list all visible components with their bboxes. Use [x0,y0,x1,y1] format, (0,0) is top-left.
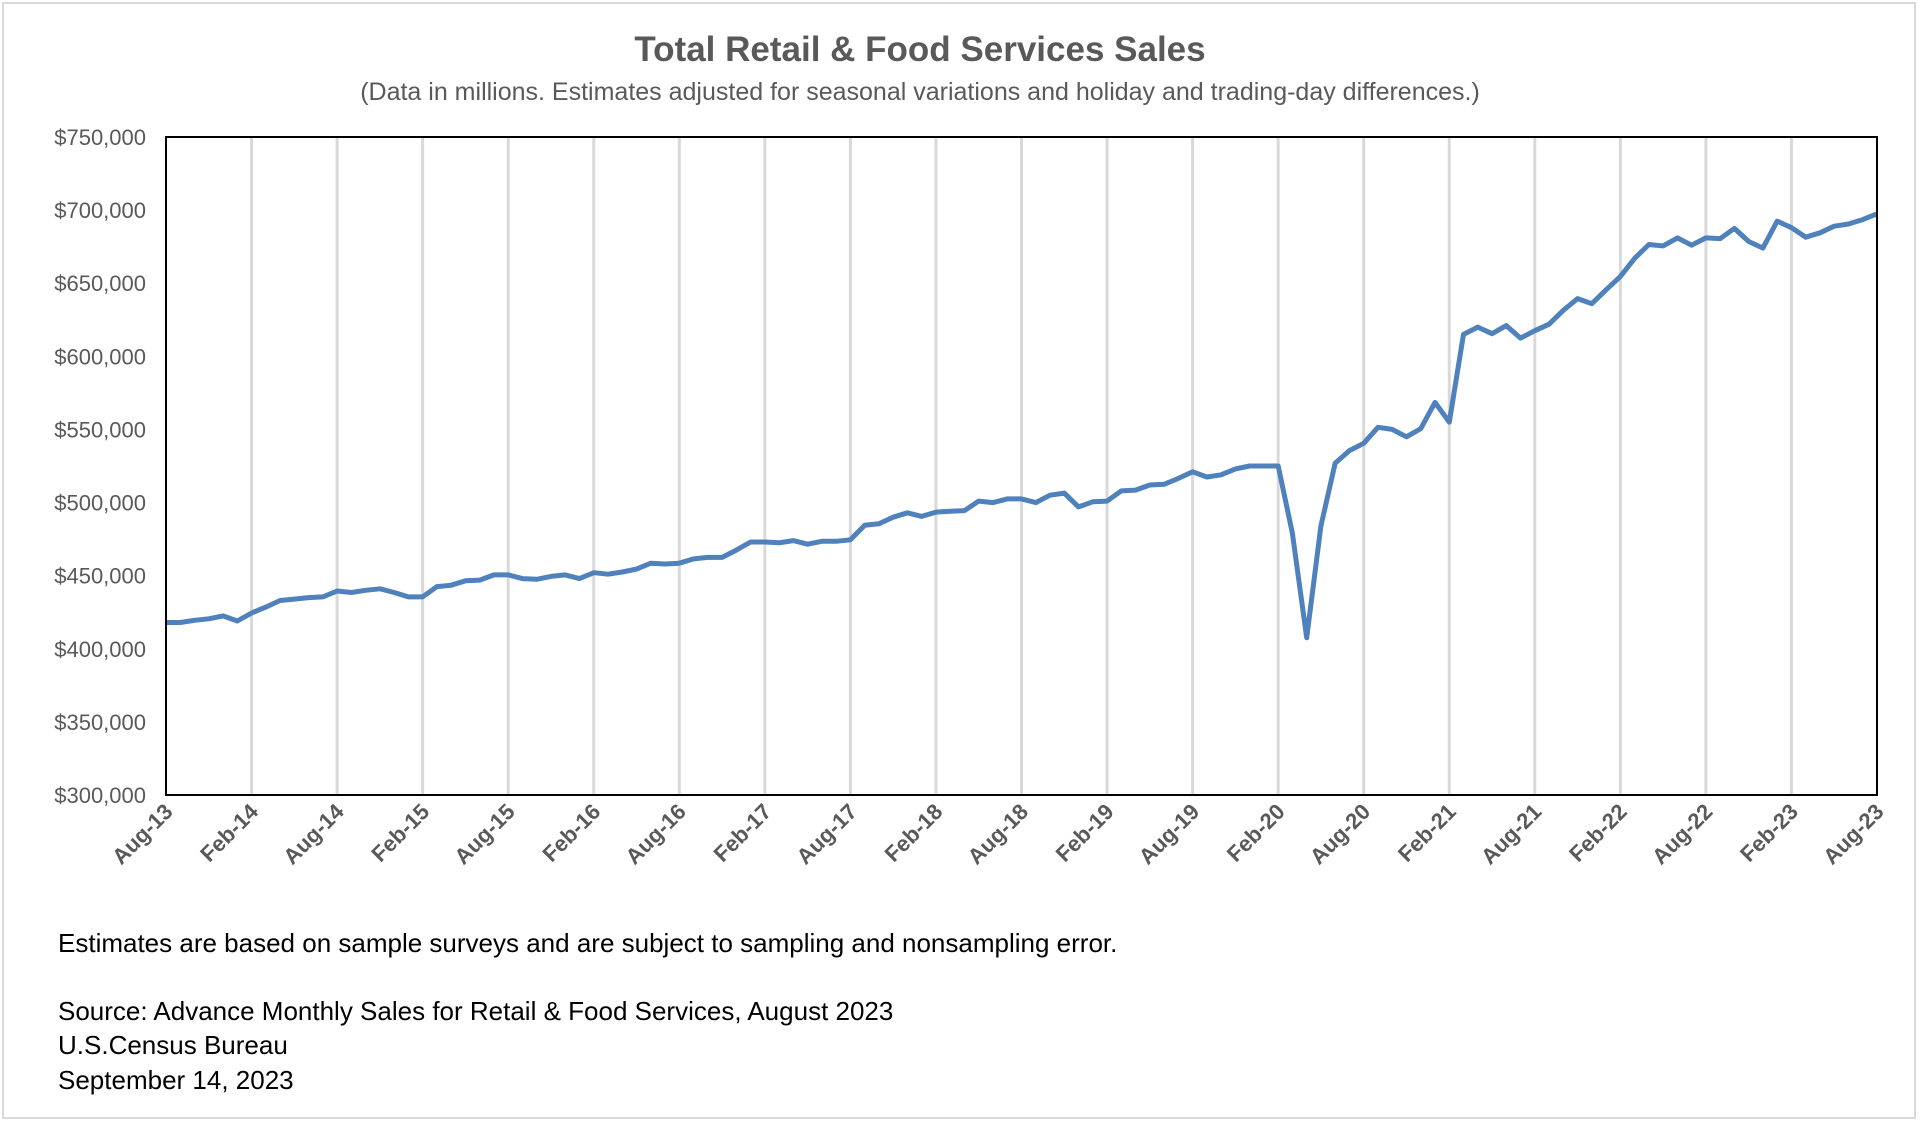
disclaimer-note: Estimates are based on sample surveys an… [58,928,1118,958]
y-tick-label: $400,000 [54,637,146,662]
y-tick-label: $500,000 [54,491,146,516]
x-tick-label: Aug-19 [1134,799,1204,869]
y-tick-label: $650,000 [54,271,146,296]
x-tick-label: Aug-21 [1476,799,1546,869]
x-tick-label: Aug-14 [278,798,349,869]
x-tick-label: Aug-23 [1818,799,1888,869]
y-tick-label: $600,000 [54,344,146,369]
x-tick-label: Aug-20 [1305,799,1375,869]
x-tick-label: Aug-15 [449,799,519,869]
x-tick-label: Feb-23 [1735,799,1803,867]
y-tick-label: $750,000 [54,125,146,150]
x-tick-label: Feb-14 [195,798,263,866]
x-tick-label: Aug-22 [1647,799,1717,869]
series-layer [166,211,1878,641]
x-tick-label: Feb-19 [1051,799,1119,867]
y-tick-label: $700,000 [54,198,146,223]
chart-title: Total Retail & Food Services Sales [634,30,1206,69]
source-note: Source: Advance Monthly Sales for Retail… [58,996,894,1026]
series-line [166,211,1878,641]
x-tick-label: Feb-18 [880,799,948,867]
x-tick-label: Feb-20 [1222,799,1290,867]
y-axis-ticks: $300,000 $350,000 $400,000 $450,000 $500,000… [54,125,146,808]
x-tick-label: Feb-17 [709,799,777,867]
x-axis-ticks: Aug-13 Feb-14 Aug-14 Feb-15 Aug-15 Feb-16 Aug-… [107,798,1888,869]
x-tick-label: Feb-21 [1393,799,1461,867]
y-tick-label: $550,000 [54,417,146,442]
x-tick-label: Aug-16 [620,799,690,869]
y-tick-label: $300,000 [54,783,146,808]
agency-note: U.S.Census Bureau [58,1030,288,1060]
x-tick-label: Aug-18 [963,799,1033,869]
y-tick-label: $350,000 [54,710,146,735]
x-tick-label: Aug-17 [792,799,862,869]
chart-subtitle: (Data in millions. Estimates adjusted fo… [360,78,1480,106]
y-tick-label: $450,000 [54,564,146,589]
x-tick-label: Aug-13 [107,799,177,869]
x-tick-label: Feb-22 [1564,799,1632,867]
plot-area-border [165,136,1878,796]
grid-lines [250,137,1793,795]
x-tick-label: Feb-15 [366,799,434,867]
x-tick-label: Feb-16 [537,799,605,867]
date-note: September 14, 2023 [58,1065,294,1095]
